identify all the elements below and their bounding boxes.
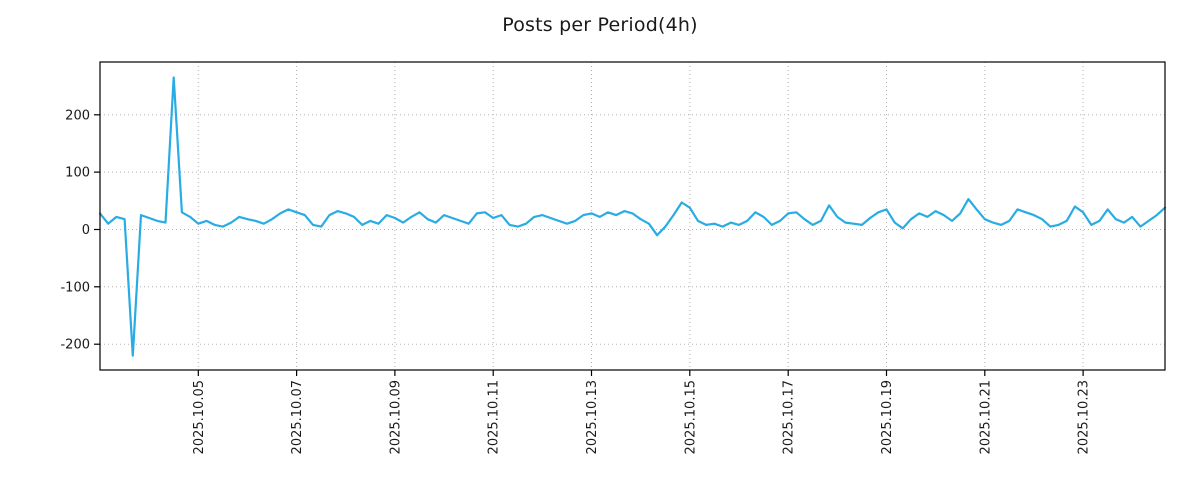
plot-frame (99, 61, 1166, 371)
y-tick-label: 0 (82, 223, 90, 238)
y-tick-label: 100 (65, 166, 90, 181)
x-tick-label: 2025.10.09 (388, 380, 403, 454)
data-line-posts (98, 76, 1167, 357)
x-tick-label: 2025.10.13 (585, 380, 600, 454)
x-tick-label: 2025.10.11 (487, 380, 502, 454)
x-tick-label: 2025.10.21 (978, 380, 993, 454)
x-tick-label: 2025.10.19 (880, 380, 895, 454)
x-tick-label: 2025.10.07 (290, 380, 305, 454)
x-tick-label: 2025.10.17 (782, 380, 797, 454)
chart-title: Posts per Period(4h) (502, 14, 698, 36)
x-tick-label: 2025.10.15 (683, 380, 698, 454)
y-tick-label: -200 (60, 338, 90, 353)
x-tick-label: 2025.10.23 (1077, 380, 1092, 454)
y-tick-label: 200 (65, 108, 90, 123)
x-tick-label: 2025.10.05 (192, 380, 207, 454)
y-tick-label: -100 (60, 280, 90, 295)
